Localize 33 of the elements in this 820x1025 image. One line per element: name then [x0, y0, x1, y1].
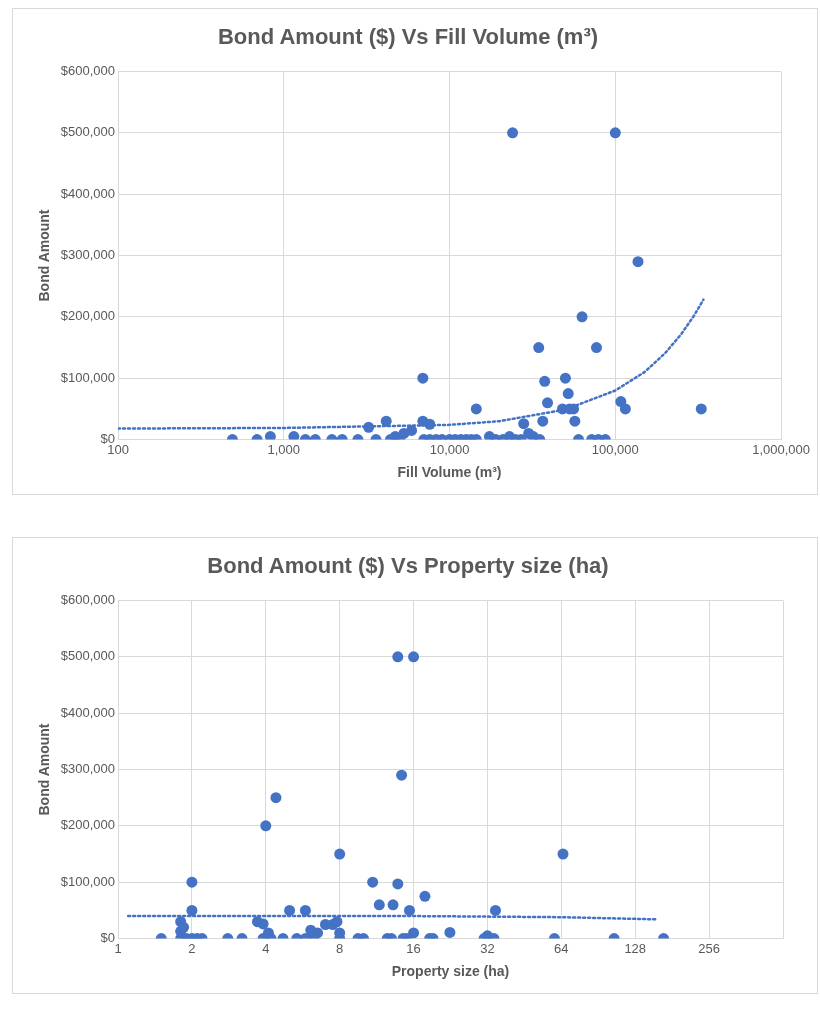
- y-axis-title: Bond Amount: [36, 723, 53, 816]
- x-tick-label: 8: [336, 940, 344, 956]
- y-tick-label: $600,000: [60, 591, 116, 607]
- x-tick-label: 4: [262, 940, 270, 956]
- y-tick-label: $100,000: [60, 873, 116, 889]
- y-tick-label: $200,000: [60, 308, 116, 324]
- y-tick-label: $400,000: [60, 704, 116, 720]
- x-tick-label: 256: [698, 940, 720, 956]
- x-tick-label: 128: [624, 940, 647, 956]
- y-tick-label: $500,000: [60, 124, 116, 140]
- x-tick-label: 2: [188, 940, 196, 956]
- y-tick-label: $0: [100, 930, 116, 946]
- x-tick-label: 16: [406, 940, 421, 956]
- y-axis-title: Bond Amount: [36, 209, 53, 302]
- y-tick-label: $600,000: [60, 62, 116, 78]
- chart-title: Bond Amount ($) Vs Fill Volume (m³): [217, 24, 599, 50]
- x-tick-label: 1: [114, 940, 122, 956]
- x-tick-label: 1,000,000: [752, 441, 811, 457]
- x-tick-label: 10,000: [429, 441, 470, 457]
- y-tick-label: $100,000: [60, 369, 116, 385]
- x-tick-label: 1,000: [267, 441, 301, 457]
- x-tick-label: 64: [554, 940, 569, 956]
- x-axis-title: Property size (ha): [391, 963, 510, 980]
- y-tick-label: $400,000: [60, 185, 116, 201]
- x-tick-label: 100,000: [591, 441, 639, 457]
- y-tick-label: $200,000: [60, 817, 116, 833]
- y-tick-label: $300,000: [60, 247, 116, 263]
- y-tick-label: $500,000: [60, 648, 116, 664]
- y-tick-label: $0: [100, 431, 116, 447]
- x-axis-title: Fill Volume (m³): [397, 464, 502, 481]
- x-tick-label: 32: [480, 940, 495, 956]
- chart-title: Bond Amount ($) Vs Property size (ha): [207, 553, 609, 579]
- y-tick-label: $300,000: [60, 761, 116, 777]
